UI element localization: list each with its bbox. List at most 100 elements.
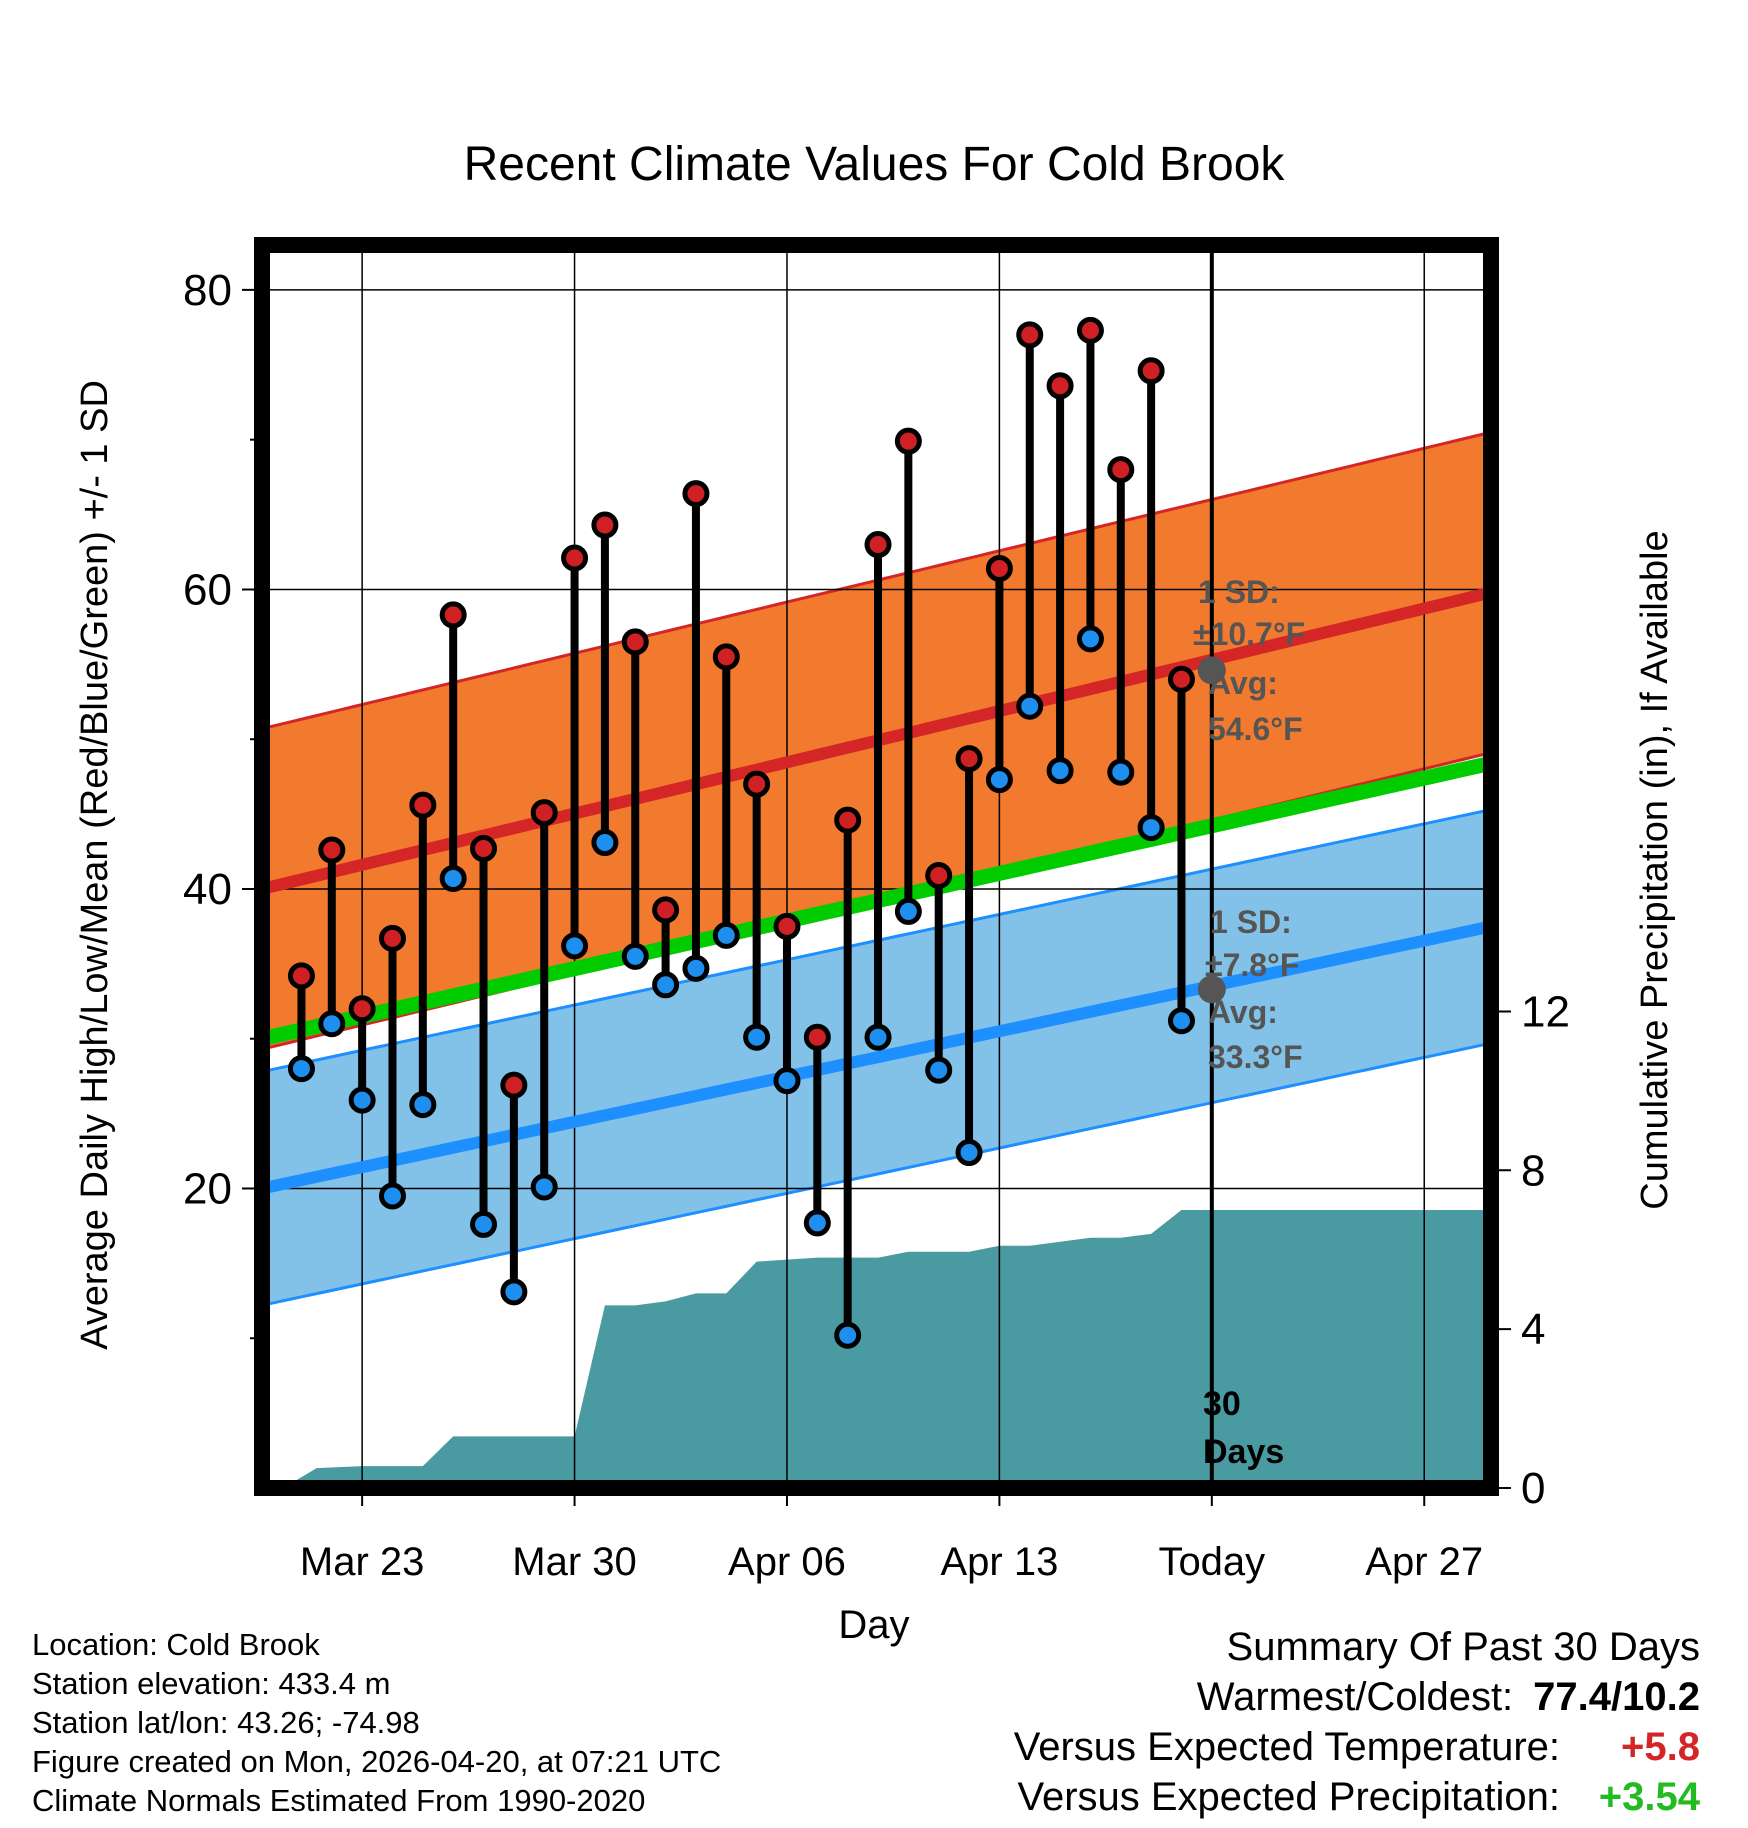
normal-low-line [262, 920, 1491, 1195]
low-band-lower-edge [262, 1041, 1491, 1307]
daily-high-point [743, 770, 771, 798]
low-avg-label: Avg: [1208, 994, 1278, 1030]
daily-high-point [1167, 665, 1195, 693]
left-axis-tick-label: 60 [183, 565, 232, 614]
latlon-text: Station lat/lon: 43.26; -74.98 [32, 1705, 420, 1740]
plot-frame [254, 237, 1499, 1496]
daily-low-point [561, 932, 589, 960]
daily-low-point [652, 971, 680, 999]
daily-low-point [682, 954, 710, 982]
daily-high-point [1016, 321, 1044, 349]
daily-high-point [834, 806, 862, 834]
daily-high-point [864, 531, 892, 559]
right-axis-tick-label: 0 [1521, 1464, 1545, 1513]
daily-high-point [1107, 456, 1135, 484]
daily-high-point [652, 896, 680, 924]
daily-high-point [530, 799, 558, 827]
daily-high-point [773, 912, 801, 940]
created-text: Figure created on Mon, 2026-04-20, at 07… [32, 1744, 722, 1779]
x-axis-tick-label: Apr 13 [940, 1540, 1058, 1584]
daily-high-point [318, 836, 346, 864]
high-avg-label: Avg: [1208, 665, 1278, 701]
today-low-avg-marker [1197, 975, 1226, 1004]
right-axis-tick-label: 4 [1521, 1305, 1545, 1354]
daily-high-point [500, 1071, 528, 1099]
daily-low-point [1016, 692, 1044, 720]
daily-low-point [621, 942, 649, 970]
daily-high-point [409, 791, 437, 819]
right-axis-tick-label: 8 [1521, 1146, 1545, 1195]
low-avg-value: 33.3°F [1208, 1039, 1303, 1075]
daily-high-point [561, 544, 589, 572]
location-text: Location: Cold Brook [32, 1627, 320, 1662]
station-info: Location: Cold Brook Station elevation: … [32, 1625, 721, 1820]
temp-anomaly-row: Versus Expected Temperature: +5.8 [1014, 1722, 1700, 1772]
daily-low-point [439, 864, 467, 892]
daily-high-point [1076, 316, 1104, 344]
summary-heading: Summary Of Past 30 Days [1226, 1625, 1700, 1669]
low-sd-value: ±7.8°F [1205, 947, 1299, 983]
daily-low-point [500, 1278, 528, 1306]
high-sd-value: ±10.7°F [1193, 616, 1305, 652]
temp-anomaly-value: +5.8 [1621, 1725, 1700, 1769]
daily-low-point [1076, 625, 1104, 653]
daily-low-point [1167, 1007, 1195, 1035]
precip-anomaly-value: +3.54 [1598, 1775, 1700, 1819]
daily-low-point [530, 1173, 558, 1201]
x-axis-tick-label: Mar 30 [512, 1540, 637, 1584]
daily-low-point [378, 1182, 406, 1210]
daily-low-point [1137, 814, 1165, 842]
daily-low-point [591, 829, 619, 857]
daily-high-point [682, 480, 710, 508]
daily-low-point [955, 1139, 983, 1167]
warmest-coldest-row: Warmest/Coldest: 77.4/10.2 [1014, 1672, 1700, 1722]
daily-high-point [955, 745, 983, 773]
high-avg-value: 54.6°F [1208, 711, 1303, 747]
daily-low-point [894, 897, 922, 925]
daily-high-point [925, 861, 953, 889]
daily-high-point [985, 554, 1013, 582]
warmest-coldest-label: Warmest/Coldest: [1196, 1675, 1514, 1719]
daily-high-point [894, 427, 922, 455]
x-axis-tick-label: Apr 06 [728, 1540, 846, 1584]
daily-high-point [470, 835, 498, 863]
x-axis-tick-label: Apr 27 [1365, 1540, 1483, 1584]
warmest-coldest-value: 77.4/10.2 [1533, 1675, 1700, 1719]
daily-high-point [439, 601, 467, 629]
daily-high-point [348, 995, 376, 1023]
x-axis-tick-label: Mar 23 [300, 1540, 425, 1584]
today-high-avg-marker [1197, 656, 1226, 685]
today-days-label: Days [1203, 1433, 1284, 1471]
daily-low-point [409, 1091, 437, 1119]
chart-title: Recent Climate Values For Cold Brook [464, 138, 1286, 191]
temp-anomaly-label: Versus Expected Temperature: [1013, 1725, 1560, 1769]
daily-low-point [470, 1210, 498, 1238]
summary-panel: Summary Of Past 30 Days Warmest/Coldest:… [1014, 1622, 1700, 1822]
daily-low-point [1046, 757, 1074, 785]
daily-low-point [864, 1023, 892, 1051]
elevation-text: Station elevation: 433.4 m [32, 1666, 391, 1701]
daily-high-point [287, 962, 315, 990]
left-axis-tick-label: 80 [183, 266, 232, 315]
daily-high-point [591, 511, 619, 539]
daily-low-point [985, 766, 1013, 794]
daily-low-point [287, 1055, 315, 1083]
right-axis-title: Cumulative Precipitation (in), If Availa… [1634, 530, 1676, 1209]
precip-anomaly-row: Versus Expected Precipitation: +3.54 [1014, 1772, 1700, 1822]
daily-high-point [621, 628, 649, 656]
daily-low-point [925, 1056, 953, 1084]
left-axis-tick-label: 20 [183, 1164, 232, 1213]
daily-low-point [834, 1321, 862, 1349]
plot-area [262, 245, 1491, 1488]
daily-high-point [712, 643, 740, 671]
precip-anomaly-label: Versus Expected Precipitation: [1017, 1775, 1560, 1819]
high-sd-label: 1 SD: [1198, 574, 1280, 610]
x-axis-tick-label: Today [1158, 1540, 1265, 1584]
daily-low-point [348, 1086, 376, 1114]
cumulative-precip-area [283, 1210, 1491, 1488]
right-axis-tick-label: 12 [1521, 987, 1570, 1036]
daily-low-point [712, 921, 740, 949]
left-axis-tick-label: 40 [183, 865, 232, 914]
daily-high-point [378, 924, 406, 952]
